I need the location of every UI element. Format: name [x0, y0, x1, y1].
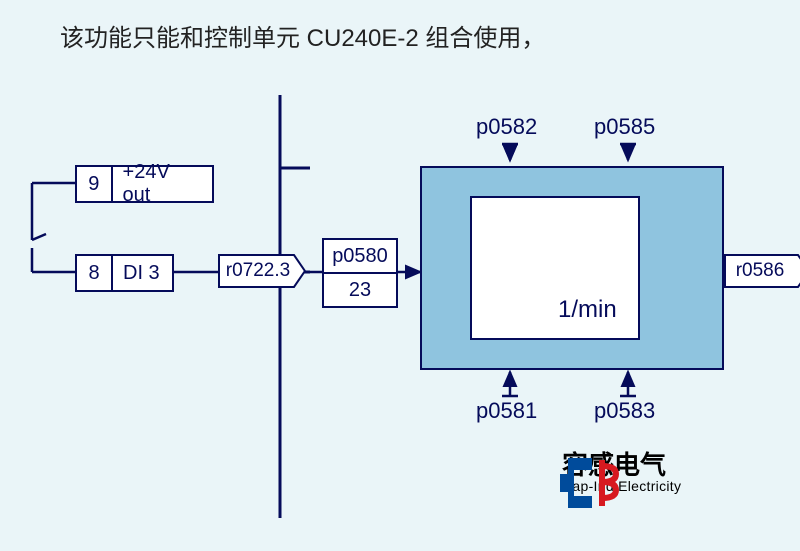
company-logo: 容感电气 Cap-Ind Electricity: [556, 452, 681, 494]
terminal-8: 8 DI 3: [75, 254, 174, 292]
terminal-8-label: DI 3: [113, 256, 170, 290]
terminal-9-number: 9: [77, 167, 113, 201]
signal-r0722-label: r0722.3: [218, 254, 298, 288]
param-p0583-label: p0583: [594, 398, 655, 424]
signal-r0586-label: r0586: [724, 254, 796, 288]
logo-mark-icon: [556, 452, 626, 514]
param-p0582-label: p0582: [476, 114, 537, 140]
param-p0580-stack: p0580 23: [322, 238, 398, 308]
signal-r0586-box: r0586: [724, 254, 800, 288]
terminal-8-number: 8: [77, 256, 113, 290]
terminal-9: 9 +24V out: [75, 165, 214, 203]
terminal-9-label: +24V out: [113, 167, 212, 201]
signal-r0722-box: r0722.3: [218, 254, 306, 288]
param-p0580-label: p0580: [324, 240, 396, 274]
function-unit-label: 1/min: [558, 296, 617, 324]
param-p0580-value: 23: [324, 274, 396, 306]
param-p0581-label: p0581: [476, 398, 537, 424]
param-p0585-label: p0585: [594, 114, 655, 140]
